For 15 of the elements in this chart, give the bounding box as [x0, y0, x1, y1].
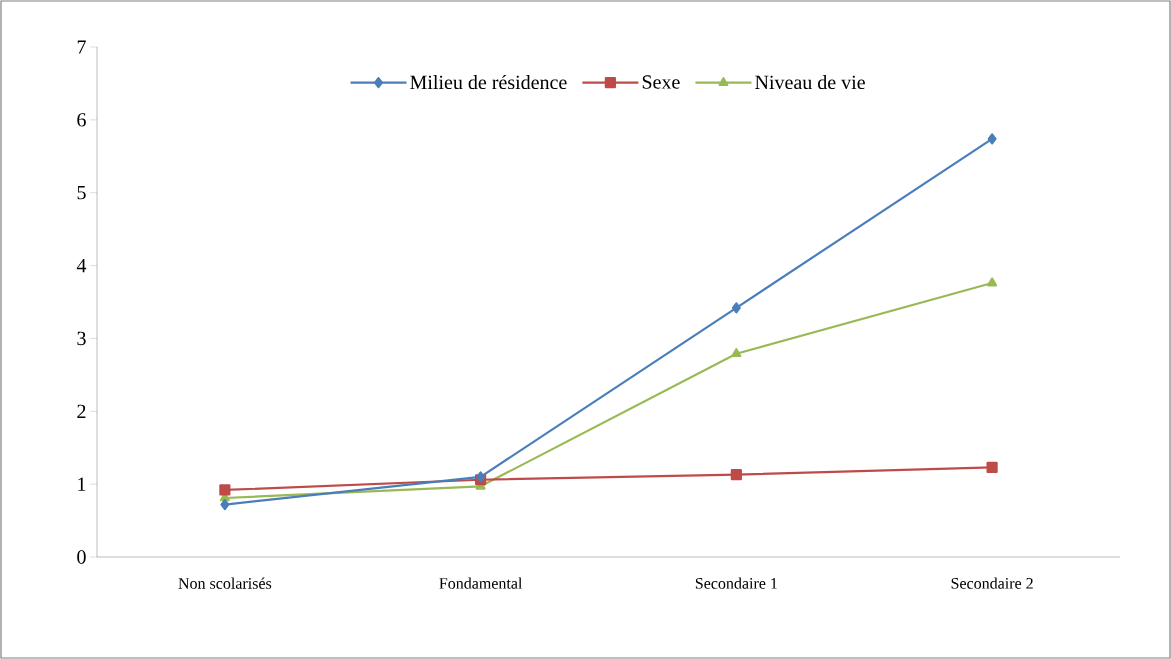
y-tick-label: 0: [77, 550, 86, 564]
y-tick-label: 7: [77, 40, 86, 54]
x-tick-label: Non scolarisés: [178, 577, 272, 589]
x-tick-label: Secondaire 2: [951, 577, 1033, 589]
y-tick-label: 5: [77, 186, 86, 200]
y-tick-label: 6: [77, 113, 86, 127]
x-tick-label: Fondamental: [439, 577, 523, 589]
legend-label: Sexe: [642, 75, 680, 89]
y-tick-label: 4: [76, 258, 87, 273]
y-tick-label: 1: [78, 477, 86, 491]
x-tick-label: Secondaire 1: [695, 577, 777, 589]
y-tick-label: 2: [77, 404, 86, 418]
y-tick-label: 3: [77, 331, 86, 346]
legend-label: Milieu de résidence: [410, 75, 567, 90]
legend-label: Niveau de vie: [755, 75, 865, 90]
